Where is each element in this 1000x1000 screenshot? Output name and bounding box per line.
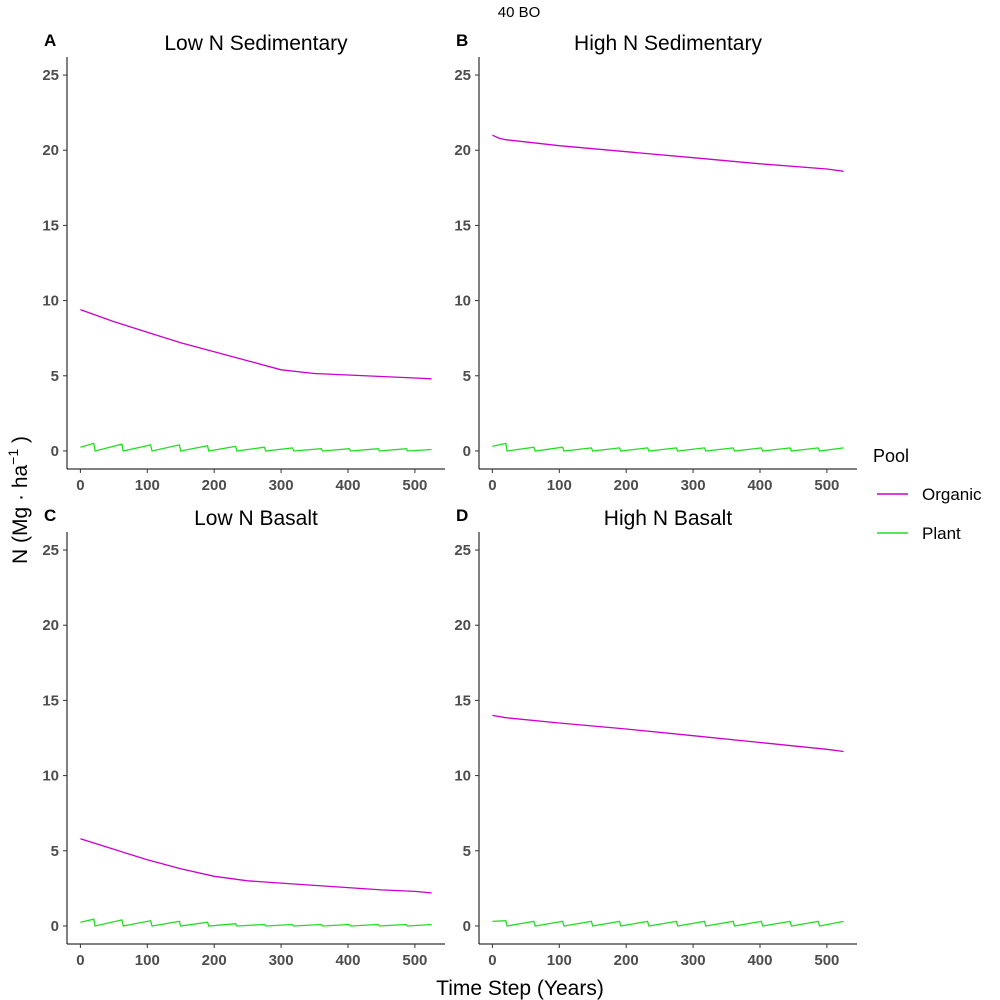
y-tick-label: 5: [463, 843, 471, 860]
y-tick-label: 20: [454, 142, 471, 159]
x-tick-label: 200: [614, 952, 639, 969]
figure-suptitle: 40 BO: [498, 4, 541, 21]
panel-c: C Low N Basalt 0 5 10 15 20 25 0 100 200 300 400 500: [42, 506, 445, 969]
panel-d: D High N Basalt 0 5 10 15 20 25 0 100 200 300 400 500: [454, 506, 857, 969]
y-tick-label: 0: [463, 443, 471, 460]
y-tick-label: 20: [42, 142, 59, 159]
panel-title: Low N Sedimentary: [164, 32, 348, 55]
x-tick-label: 200: [614, 477, 639, 494]
y-tick-label: 25: [42, 67, 59, 84]
x-tick-label: 200: [202, 952, 227, 969]
y-axis-title-sup: −1: [5, 449, 21, 465]
panel-letter: A: [44, 31, 56, 50]
x-axis-title: Time Step (Years): [436, 977, 604, 1000]
y-axis-title-close: ): [9, 436, 32, 449]
x-tick-label: 500: [814, 477, 839, 494]
x-tick-label: 300: [269, 952, 294, 969]
y-tick-label: 5: [51, 843, 59, 860]
series-line-organic: [492, 134, 844, 172]
x-tick-label: 300: [681, 952, 706, 969]
x-tick-label: 0: [488, 952, 496, 969]
series-line-plant: [80, 918, 432, 927]
series-line-plant: [492, 442, 844, 452]
y-tick-label: 25: [42, 542, 59, 559]
y-tick-label: 15: [42, 217, 59, 234]
series-line-organic: [80, 838, 432, 894]
legend-label-plant: Plant: [922, 524, 961, 543]
panel-letter: B: [456, 31, 468, 50]
y-axis-title-main: N (Mg · ha: [9, 464, 32, 564]
series-line-organic: [80, 308, 432, 380]
y-tick-label: 15: [454, 217, 471, 234]
y-tick-label: 5: [463, 368, 471, 385]
series-line-plant: [492, 920, 844, 927]
y-tick-label: 0: [51, 443, 59, 460]
legend-label-organic: Organic: [922, 485, 982, 504]
y-tick-label: 15: [454, 692, 471, 709]
y-tick-label: 20: [42, 617, 59, 634]
y-tick-label: 10: [42, 768, 59, 785]
panel-title: Low N Basalt: [194, 507, 318, 530]
panel-a: A Low N Sedimentary 0 5 10 15 20 25 0 100 200 300 40…: [42, 31, 445, 494]
y-tick-label: 0: [463, 918, 471, 935]
x-tick-label: 100: [135, 952, 160, 969]
series-line-organic: [492, 714, 844, 753]
panel-title: High N Sedimentary: [574, 32, 762, 55]
x-tick-label: 500: [402, 477, 427, 494]
x-tick-label: 0: [76, 477, 84, 494]
y-tick-label: 15: [42, 692, 59, 709]
x-tick-label: 0: [76, 952, 84, 969]
x-tick-label: 100: [135, 477, 160, 494]
y-tick-label: 10: [454, 293, 471, 310]
x-tick-label: 300: [269, 477, 294, 494]
panel-letter: D: [456, 506, 468, 525]
x-tick-label: 0: [488, 477, 496, 494]
x-tick-label: 300: [681, 477, 706, 494]
panel-title: High N Basalt: [604, 507, 733, 530]
x-tick-label: 500: [814, 952, 839, 969]
y-tick-label: 5: [51, 368, 59, 385]
x-tick-label: 400: [747, 952, 772, 969]
x-tick-label: 500: [402, 952, 427, 969]
legend-title: Pool: [873, 446, 909, 466]
y-tick-label: 0: [51, 918, 59, 935]
x-tick-label: 100: [547, 477, 572, 494]
x-tick-label: 400: [335, 952, 360, 969]
x-tick-label: 100: [547, 952, 572, 969]
y-axis-title: N (Mg · ha−1 ): [5, 436, 32, 564]
panel-letter: C: [44, 506, 56, 525]
series-line-plant: [80, 442, 432, 452]
x-tick-label: 400: [747, 477, 772, 494]
y-tick-label: 20: [454, 617, 471, 634]
x-tick-label: 200: [202, 477, 227, 494]
x-tick-label: 400: [335, 477, 360, 494]
y-tick-label: 25: [454, 67, 471, 84]
y-tick-label: 10: [454, 768, 471, 785]
y-tick-label: 10: [42, 293, 59, 310]
panel-b: B High N Sedimentary 0 5 10 15 20 25 0 100 200 300 4…: [454, 31, 857, 494]
y-tick-label: 25: [454, 542, 471, 559]
legend: Pool Organic Plant: [873, 446, 982, 543]
